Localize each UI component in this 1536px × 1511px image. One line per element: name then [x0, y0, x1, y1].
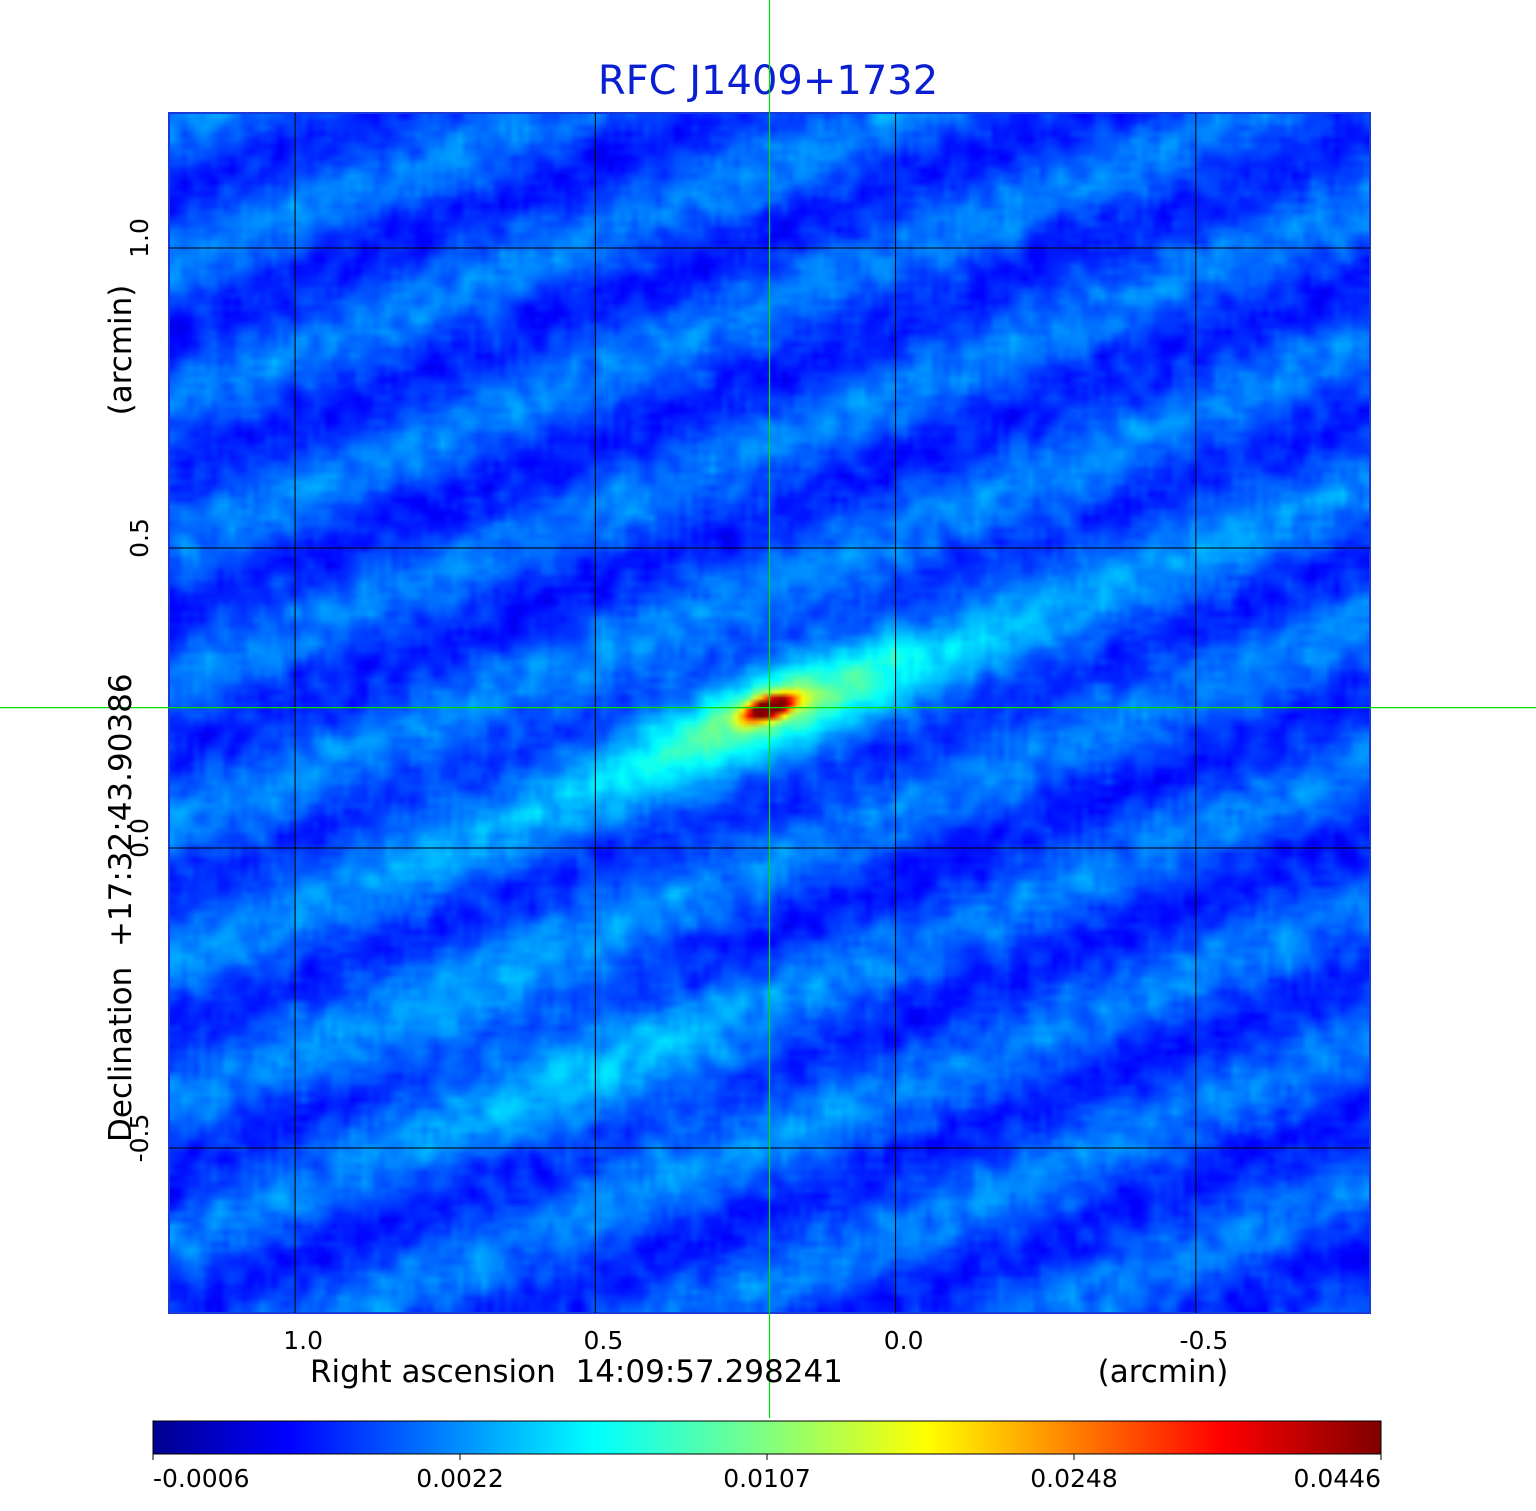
- x-axis-unit: (arcmin): [1098, 1354, 1229, 1390]
- colorbar-ticks: -0.0006 0.0022 0.0107 0.0248 0.0446: [152, 1454, 1382, 1493]
- y-tick-label: 0.5: [125, 518, 154, 558]
- chart-title: RFC J1409+1732: [598, 58, 938, 104]
- x-tick-label: 0.0: [884, 1326, 924, 1355]
- x-tick-label: 1.0: [283, 1326, 323, 1355]
- colorbar-tick-label: 0.0107: [723, 1464, 810, 1493]
- x-axis-label: Right ascension 14:09:57.298241: [310, 1354, 843, 1390]
- colorbar-tick-label: 0.0022: [416, 1464, 503, 1493]
- x-tick-labels: 1.0 0.5 0.0 -0.5: [283, 1326, 1228, 1355]
- x-tick-label: -0.5: [1179, 1326, 1228, 1355]
- colorbar-tick-label: -0.0006: [153, 1464, 250, 1493]
- colorbar-tick-label: 0.0446: [1294, 1464, 1381, 1493]
- y-tick-labels: 1.0 0.5 0.0 -0.5: [125, 218, 154, 1162]
- crosshair: [0, 0, 1536, 1418]
- y-axis-unit: (arcmin): [103, 285, 139, 416]
- y-axis-label: Declination +17:32:43.90386: [103, 673, 139, 1142]
- colorbar: [152, 1420, 1382, 1455]
- y-tick-label: -0.5: [125, 1114, 154, 1163]
- colorbar-tick-label: 0.0248: [1030, 1464, 1117, 1493]
- y-tick-label: 0.0: [125, 818, 154, 858]
- y-tick-label: 1.0: [125, 218, 154, 258]
- x-tick-label: 0.5: [583, 1326, 623, 1355]
